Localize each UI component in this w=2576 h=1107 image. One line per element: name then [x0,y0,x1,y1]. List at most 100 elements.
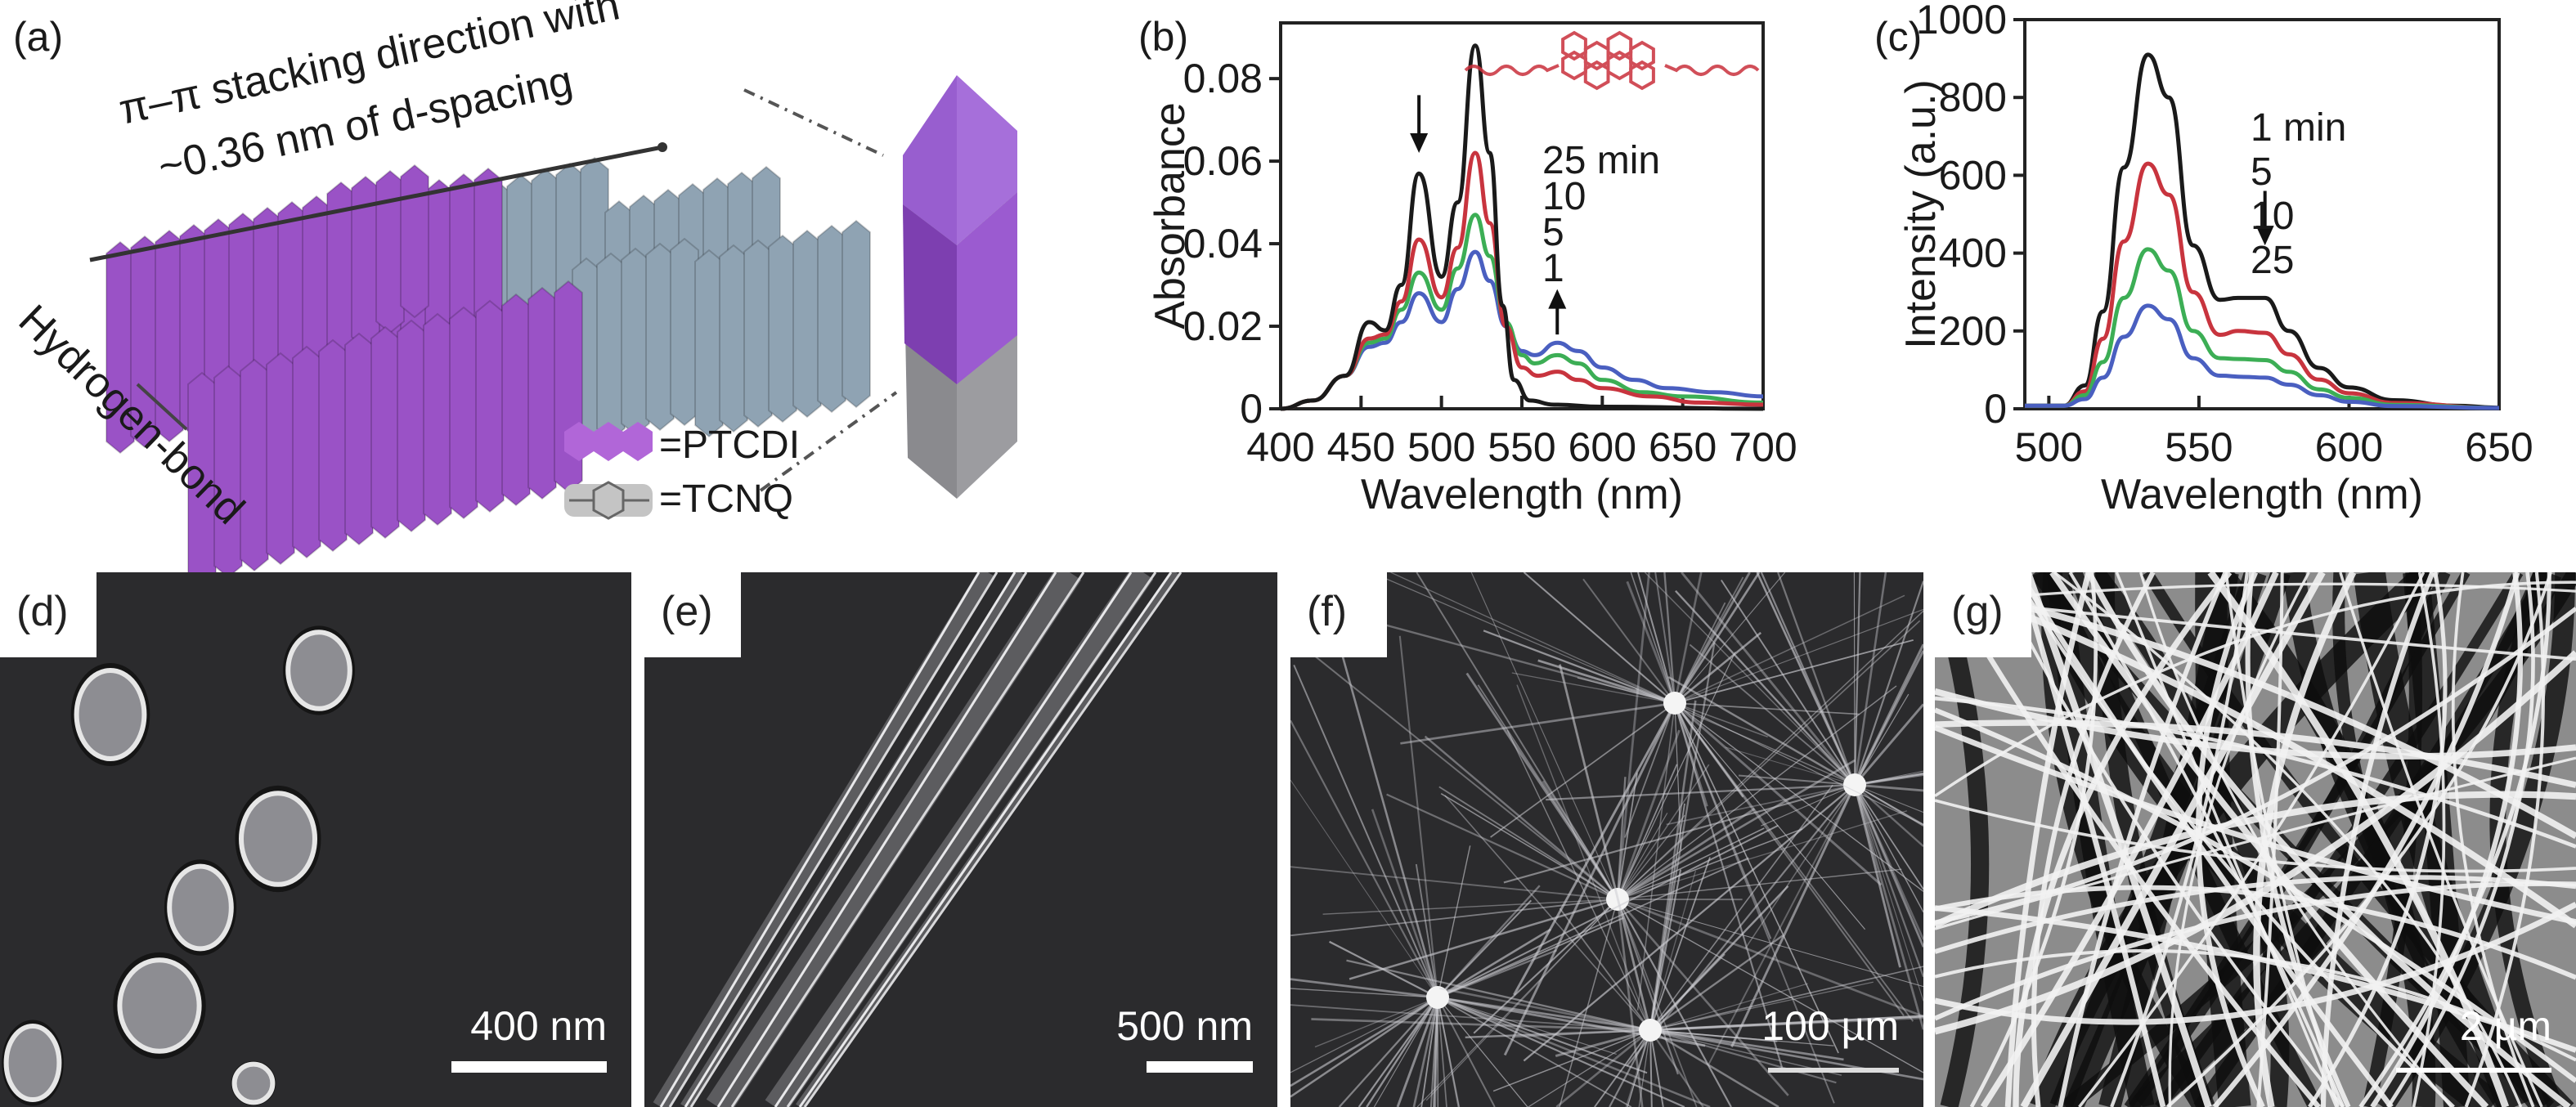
ptcdi-plate [449,306,478,520]
ptcdi-plate [266,352,295,566]
nanowire [1674,701,1883,886]
fiber [1935,650,2576,1035]
ptcdi-plate [423,312,452,527]
nanowire [1649,1029,1837,1084]
nanorod-edge [689,572,1028,1107]
tcnq-plate [817,224,846,414]
nanorod-edge [774,572,1133,1107]
nanowire [1853,572,1861,786]
nanowire [1674,702,1768,738]
series-label: 10 [1542,175,1586,218]
micrograph-e-label: (e) [644,572,741,657]
nanowire [1649,1029,1664,1107]
nanowire [1674,702,1923,826]
nanowire [1853,580,1923,786]
nanowire [1617,813,1668,900]
tcnq-plate [792,229,822,419]
nanowire [1674,702,1682,851]
nanowire [1617,899,1789,1096]
arrowhead-icon [2255,226,2274,246]
fiber [2004,572,2092,1107]
nanowire [1617,620,1921,900]
fiber [1935,905,2576,1053]
nanowire [1490,702,1676,838]
ptcdi-plate [292,345,321,559]
nanowire [1617,898,1923,1018]
nanowire [1617,610,1923,900]
ring [1629,40,1655,71]
y-tick-label: 0.04 [1183,221,1263,267]
nanowire [1649,1029,1778,1042]
series-label: 5 [1542,211,1564,254]
nanowire [1674,631,1762,705]
nanowire [1314,656,1618,900]
fiber-shadow [2403,572,2471,1107]
ring [1629,60,1655,91]
nanowire [1416,572,1618,900]
panel-a-label: (a) [13,14,63,60]
fiber [1935,724,2576,925]
fiber [2058,572,2228,1107]
micrograph-g: (g) 2 µm [1935,572,2576,1107]
nanowire [1854,773,1923,787]
series-line-5-min [1280,213,1764,411]
nanowire [1617,764,1710,900]
series-line-1-min [1280,249,1764,411]
x-axis-label: Wavelength (nm) [2101,471,2423,518]
fiber [2224,572,2340,1107]
nanowire [1290,978,1438,999]
fiber [2024,572,2212,1107]
fiber [2253,572,2357,1107]
nanowire [1649,885,1789,1031]
scale-bar-g [2396,1068,2551,1073]
stacking-line-end [657,142,667,152]
ring [1583,40,1610,71]
nanowire [1483,630,1676,705]
scale-bar-d [451,1061,607,1073]
micrograph-f-label: (f) [1290,572,1387,657]
series-line-10-min [1280,150,1764,411]
nanowire [1437,997,1496,1107]
x-axis-label: Wavelength (nm) [1361,471,1683,518]
nanowire [1420,997,1438,1107]
zoom-guide-line-bottom [759,391,898,492]
nanowire [1674,702,1860,715]
nanowire [1314,997,1438,1048]
nanowire [1674,602,1726,704]
y-tick-label: 0.08 [1183,56,1263,101]
nanowire [1638,1029,1651,1107]
nanowire [1649,1015,1923,1032]
nucleation-site [1663,692,1686,715]
nanowire [1674,702,1914,1022]
nanowire [1437,996,1685,1107]
y-tick-label: 0 [1984,386,2007,432]
series-label: 1 [1542,247,1564,290]
nanowire [1853,784,1923,1030]
crystal-prism-illustration [903,75,1017,499]
nanorod-edge [786,572,1157,1107]
nanowire [1373,997,1438,1107]
ptcdi-plate [501,293,531,507]
nanowire [1617,685,1897,900]
fiber [1935,707,2576,1083]
fiber [1969,572,2098,1107]
nanowire [1437,997,1447,1107]
nanowire [1516,684,1651,1031]
fiber [1935,799,2576,873]
nanowire [1649,934,1784,1031]
sem-image-particles [2,625,356,1106]
nanowire [1386,793,1618,901]
nanorod [765,572,1154,1107]
nanowire [1617,652,1736,900]
tcnq-plate [670,237,699,427]
sem-image-network [1290,572,1923,1107]
nanowire [1290,719,1438,998]
nanowire [1390,572,1676,704]
fiber-shadow [2129,572,2451,1107]
nanowire [1663,572,1676,704]
series-line-5-min [2025,161,2500,410]
nanowire [1630,572,1676,704]
x-tick-label: 700 [1729,424,1797,470]
scale-bar-f [1768,1068,1899,1073]
nanowire [1854,784,1923,1002]
